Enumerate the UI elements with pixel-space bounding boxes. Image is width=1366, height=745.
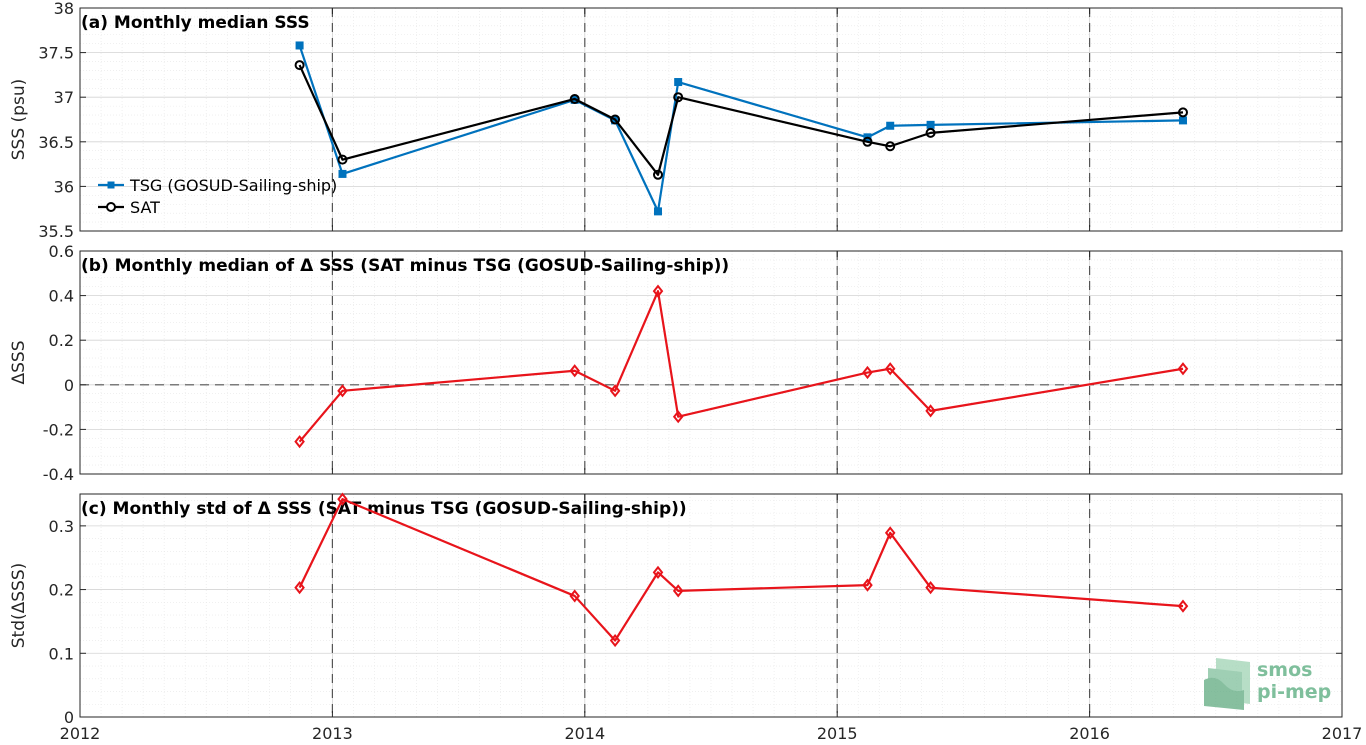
y-tick-label: 0.2 <box>49 331 74 350</box>
smos-pi-mep-logo: smos pi-mep <box>1204 658 1331 710</box>
series-line <box>298 497 1184 642</box>
data-point <box>884 526 896 540</box>
data-point <box>569 364 580 378</box>
y-tick-label: 36 <box>54 177 74 196</box>
x-tick-label: 2012 <box>60 724 101 743</box>
panel-title: (b) Monthly median of Δ SSS (SAT minus T… <box>81 256 729 276</box>
series-line <box>298 45 1184 213</box>
data-point <box>337 384 348 398</box>
axes-box <box>79 493 1343 718</box>
data-point <box>884 362 896 376</box>
data-point <box>652 284 664 298</box>
data-point <box>294 581 305 595</box>
y-tick-label: -0.2 <box>43 420 74 439</box>
data-point <box>1177 107 1188 118</box>
y-tick-label: 37.5 <box>38 44 74 63</box>
logo-text-line2: pi-mep <box>1257 681 1331 703</box>
series-line <box>298 290 1184 443</box>
y-tick-label: 35.5 <box>38 222 74 241</box>
data-point <box>569 589 580 603</box>
data-point <box>674 78 683 87</box>
data-point <box>885 141 896 152</box>
data-point <box>1177 599 1189 613</box>
data-point <box>294 60 305 71</box>
data-point <box>569 93 580 104</box>
legend-marker <box>107 181 115 189</box>
data-point <box>295 41 304 50</box>
y-tick-label: 0.4 <box>49 287 74 306</box>
y-tick-label: 0.3 <box>49 517 74 536</box>
legend: TSG (GOSUD-Sailing-ship) SAT <box>98 176 337 217</box>
x-tick-label: 2014 <box>564 724 605 743</box>
y-tick-label: -0.4 <box>43 465 74 484</box>
x-tick-label: 2015 <box>817 724 858 743</box>
data-point <box>1178 116 1187 125</box>
data-point <box>673 92 684 103</box>
data-point <box>337 492 348 506</box>
y-tick-label: 37 <box>54 88 74 107</box>
data-point <box>294 435 305 449</box>
legend-label: SAT <box>130 198 160 217</box>
y-tick-label: 38 <box>54 0 74 18</box>
data-point <box>653 207 662 216</box>
data-point <box>862 365 873 380</box>
panel-title: (a) Monthly median SSS <box>81 13 310 33</box>
data-point <box>1177 362 1189 376</box>
axes-box <box>79 250 1343 475</box>
data-point <box>925 127 936 138</box>
y-tick-label: 0 <box>64 708 74 727</box>
x-tick-label: 2013 <box>312 724 353 743</box>
data-point <box>925 404 936 418</box>
y-tick-label: 0.6 <box>49 242 74 261</box>
logo-text-line1: smos <box>1257 659 1312 681</box>
x-tick-label: 2017 <box>1322 724 1363 743</box>
axes-box <box>79 7 1343 232</box>
data-point <box>862 136 873 147</box>
data-point <box>652 565 664 579</box>
panel-c-std-delta-sss: 0 0.1 0.2 0.3 2012 2013 2014 2015 2016 2017 Std(ΔS… <box>9 492 1363 743</box>
data-point <box>338 169 347 178</box>
data-point <box>886 121 895 130</box>
data-point <box>672 410 684 424</box>
data-point <box>862 578 873 592</box>
series-line <box>298 64 1184 176</box>
y-tick-label: 0.1 <box>49 644 74 663</box>
data-point <box>926 120 935 129</box>
data-point <box>652 169 663 180</box>
y-axis-label: Std(ΔSSS) <box>9 563 29 649</box>
legend-label: TSG (GOSUD-Sailing-ship) <box>129 176 337 195</box>
logo-emblem-icon <box>1204 658 1250 710</box>
data-point <box>610 114 621 125</box>
legend-marker <box>106 202 116 212</box>
y-tick-label: 0.2 <box>49 581 74 600</box>
data-point <box>672 584 684 598</box>
x-tick-label: 2016 <box>1069 724 1110 743</box>
data-point <box>925 581 936 595</box>
panel-title: (c) Monthly std of Δ SSS (SAT minus TSG … <box>81 499 687 519</box>
panel-a-monthly-median-sss: 35.5 36 36.5 37 37.5 38 SSS (psu) (a) Monthly m… <box>9 0 1343 241</box>
y-tick-label: 36.5 <box>38 133 74 152</box>
data-point <box>609 384 621 398</box>
y-tick-label: 0 <box>64 376 74 395</box>
panel-b-median-delta-sss: -0.4 -0.2 0 0.2 0.4 0.6 ΔSSS (b) Monthly median… <box>9 242 1343 484</box>
y-axis-label: ΔSSS <box>9 340 29 384</box>
data-point <box>337 154 348 165</box>
y-axis-label: SSS (psu) <box>9 79 29 160</box>
data-point <box>609 633 621 648</box>
